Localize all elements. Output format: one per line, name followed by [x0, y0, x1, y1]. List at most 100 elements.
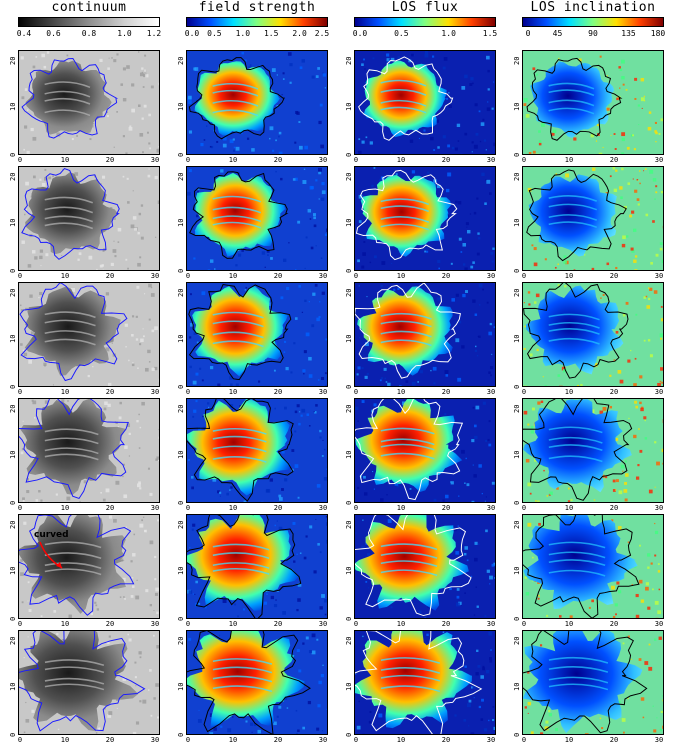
light-bridge	[44, 206, 94, 214]
x-tick-label: 20	[273, 156, 283, 164]
light-bridge	[548, 569, 606, 577]
light-bridge	[548, 426, 603, 434]
x-tick-label: 0	[17, 388, 23, 396]
x-tick-label: 20	[609, 156, 619, 164]
penumbra-contour	[523, 399, 633, 501]
light-bridge	[380, 543, 438, 551]
light-bridge	[380, 560, 438, 568]
light-bridge	[212, 311, 264, 319]
x-tick-label: 0	[521, 504, 527, 512]
y-tick-label: 20	[9, 288, 17, 297]
x-tick-label: 0	[185, 272, 191, 280]
penumbra-contour	[358, 56, 454, 141]
light-bridge	[44, 90, 91, 98]
y-tick-label: 10	[177, 450, 185, 459]
x-tick-label: 30	[486, 504, 496, 512]
x-tick-label: 0	[353, 156, 359, 164]
x-tick-label: 20	[441, 620, 451, 628]
sunspot-region	[20, 399, 127, 495]
y-tick-label: 20	[513, 56, 521, 65]
colorbar-tick-label: 0.0	[352, 29, 368, 38]
colorbar-tick-label: 135	[621, 29, 636, 38]
y-tick-label: 20	[345, 56, 353, 65]
x-tick-label: 30	[654, 620, 664, 628]
x-tick-label: 10	[396, 620, 406, 628]
penumbra-contour	[19, 515, 135, 616]
light-bridge	[548, 82, 595, 90]
x-tick-label: 0	[521, 272, 527, 280]
light-bridge	[44, 447, 99, 455]
sunspot-region	[19, 515, 126, 614]
light-bridge	[212, 567, 270, 575]
light-bridge	[548, 676, 609, 684]
sunspot-region	[530, 61, 615, 139]
y-tick-label: 20	[345, 520, 353, 529]
light-bridge	[44, 109, 91, 117]
light-bridge	[44, 222, 94, 230]
x-tick-label: 30	[486, 388, 496, 396]
colorbar-tick-label: 0.5	[394, 29, 409, 38]
x-tick-label: 10	[60, 156, 70, 164]
colorbar-tick-label: 2.5	[314, 29, 330, 38]
x-tick-label: 10	[228, 272, 238, 280]
light-bridge	[380, 223, 430, 231]
x-tick-label: 20	[273, 620, 283, 628]
y-tick-label: 0	[9, 500, 17, 505]
x-tick-label: 0	[185, 156, 191, 164]
x-tick-label: 20	[105, 156, 115, 164]
light-bridge	[548, 455, 603, 463]
x-tick-label: 0	[17, 272, 23, 280]
light-bridge	[212, 221, 262, 229]
colorbar-tick-label: 90	[588, 29, 598, 38]
light-bridge	[380, 667, 441, 674]
y-tick-label: 10	[9, 218, 17, 227]
colorbar-tick-label: 1.0	[117, 29, 132, 38]
y-tick-label: 20	[177, 288, 185, 297]
x-tick-label: 0	[521, 736, 527, 744]
x-tick-label: 20	[105, 388, 115, 396]
y-tick-label: 10	[345, 682, 353, 691]
y-tick-label: 20	[345, 172, 353, 181]
x-tick-label: 10	[60, 272, 70, 280]
x-tick-label: 10	[228, 736, 238, 744]
x-tick-label: 30	[318, 504, 328, 512]
light-bridge	[212, 543, 270, 551]
y-tick-label: 0	[9, 616, 17, 621]
light-bridge	[380, 79, 427, 87]
column-title: continuum	[51, 0, 127, 15]
x-tick-label: 20	[609, 504, 619, 512]
y-tick-label: 20	[513, 172, 521, 181]
y-tick-label: 0	[9, 384, 17, 389]
penumbra-contour	[526, 169, 627, 262]
map-panel	[18, 398, 160, 503]
x-tick-label: 30	[318, 156, 328, 164]
x-tick-label: 10	[60, 736, 70, 744]
x-tick-label: 30	[150, 620, 160, 628]
x-tick-label: 30	[486, 156, 496, 164]
light-bridge	[44, 81, 91, 89]
y-tick-label: 10	[513, 450, 521, 459]
light-bridge	[212, 445, 267, 453]
y-tick-label: 20	[177, 172, 185, 181]
y-tick-label: 0	[177, 616, 185, 621]
light-bridge	[44, 562, 102, 570]
x-tick-label: 20	[273, 504, 283, 512]
x-tick-label: 30	[318, 388, 328, 396]
colorbar	[354, 17, 496, 27]
colorbar-tick-label: 1.0	[235, 29, 251, 38]
light-bridge	[548, 328, 600, 335]
light-bridge	[212, 89, 259, 97]
light-bridge	[212, 206, 262, 214]
y-tick-label: 10	[345, 450, 353, 459]
x-tick-label: 10	[564, 736, 574, 744]
x-tick-label: 0	[521, 156, 527, 164]
x-tick-label: 0	[17, 620, 23, 628]
penumbra-contour	[21, 58, 119, 139]
light-bridge	[212, 456, 267, 463]
y-tick-label: 10	[345, 218, 353, 227]
x-tick-label: 10	[228, 156, 238, 164]
y-tick-label: 20	[513, 520, 521, 529]
light-bridge	[212, 331, 264, 339]
sunspot-region	[192, 285, 289, 377]
